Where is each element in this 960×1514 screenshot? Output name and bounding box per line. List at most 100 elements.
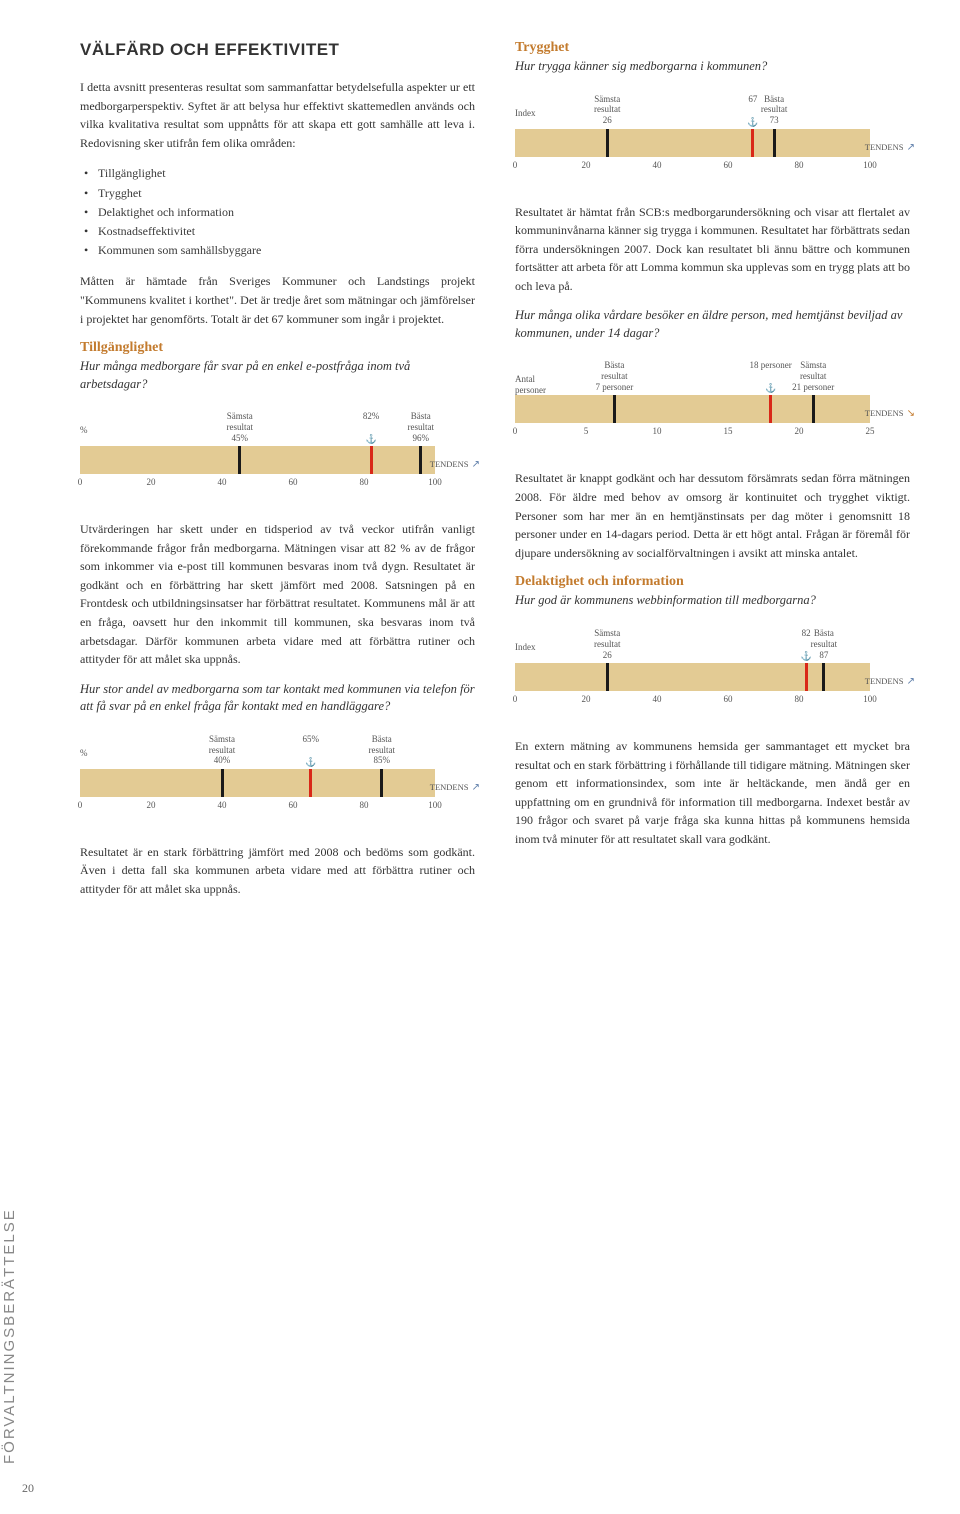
chart-marker: [380, 769, 383, 797]
chart-tick: 80: [360, 800, 369, 810]
chart-tick: 15: [724, 426, 733, 436]
chart-label: Bästaresultat73: [761, 94, 788, 126]
question: Hur god är kommunens webbinformation til…: [515, 592, 910, 610]
chart-telefon: %Sämstaresultat40%65%Bästaresultat85%⚓02…: [80, 734, 475, 829]
chart-top-labels: Bästaresultat7 personer 18 personerSämsta…: [515, 360, 870, 390]
chart-tick: 40: [218, 477, 227, 487]
chart-vardare: AntalpersonerBästaresultat7 personer18 p…: [515, 360, 910, 455]
chart-marker: [606, 129, 609, 157]
tendens-label: TENDENS ↘: [865, 408, 915, 419]
bullet-item: Tillgänglighet: [98, 164, 475, 183]
chart-marker: [606, 663, 609, 691]
chart-marker: [751, 129, 754, 157]
chart-tick: 0: [513, 160, 518, 170]
chart-label: Bästaresultat7 personer: [596, 360, 634, 392]
tendens-label: TENDENS ↗: [865, 676, 915, 687]
chart-bar: [515, 395, 870, 423]
chart-tick: 0: [78, 477, 83, 487]
chart-top-labels: Sämstaresultat26 67 Bästaresultat73: [515, 94, 870, 124]
chart-label: 65%: [303, 734, 320, 745]
chart-ticks: 020406080100: [80, 477, 435, 489]
chart-label: Bästaresultat85%: [369, 734, 396, 766]
chart-tick: 60: [724, 160, 733, 170]
section-heading-delaktighet: Delaktighet och information: [515, 574, 910, 590]
question: Hur trygga känner sig medborgarna i komm…: [515, 58, 910, 76]
chart-marker: [812, 395, 815, 423]
paragraph: Måtten är hämtade från Sveriges Kommuner…: [80, 272, 475, 328]
chart-bar: [80, 446, 435, 474]
chart-label: Sämstaresultat26: [594, 628, 621, 660]
chart-label: Sämstaresultat45%: [227, 411, 254, 443]
anchor-icon: ⚓: [801, 651, 812, 662]
chart-marker: [769, 395, 772, 423]
chart-tick: 80: [795, 160, 804, 170]
chart-tick: 40: [653, 160, 662, 170]
section-heading-tillganglighet: Tillgänglighet: [80, 340, 475, 356]
chart-tick: 0: [78, 800, 83, 810]
page-number: 20: [22, 1481, 34, 1496]
chart-tick: 100: [863, 160, 877, 170]
paragraph: Resultatet är knappt godkänt och har des…: [515, 469, 910, 562]
chart-marker: [309, 769, 312, 797]
chart-tick: 100: [428, 477, 442, 487]
chart-marker: [370, 446, 373, 474]
intro-paragraph: I detta avsnitt presenteras resultat som…: [80, 78, 475, 152]
chart-tick: 60: [289, 800, 298, 810]
bullet-list: Tillgänglighet Trygghet Delaktighet och …: [80, 164, 475, 260]
chart-ticks: 020406080100: [515, 694, 870, 706]
page-content: VÄLFÄRD OCH EFFEKTIVITET I detta avsnitt…: [0, 0, 960, 951]
chart-tick: 100: [863, 694, 877, 704]
chart-marker: [822, 663, 825, 691]
chart-label: Bästaresultat96%: [408, 411, 435, 443]
bullet-item: Trygghet: [98, 184, 475, 203]
paragraph: Resultatet är en stark förbättring jämfö…: [80, 843, 475, 899]
chart-tick: 20: [147, 800, 156, 810]
chart-marker: [773, 129, 776, 157]
paragraph: Utvärderingen har skett under en tidsper…: [80, 520, 475, 669]
chart-epost: %Sämstaresultat45%82%Bästaresultat96%⚓02…: [80, 411, 475, 506]
question: Hur många olika vårdare besöker en äldre…: [515, 307, 910, 342]
chart-marker: [221, 769, 224, 797]
chart-tick: 10: [653, 426, 662, 436]
chart-top-labels: Sämstaresultat2682Bästaresultat87: [515, 628, 870, 658]
chart-label: 67: [748, 94, 757, 105]
bullet-item: Kostnadseffektivitet: [98, 222, 475, 241]
anchor-icon: ⚓: [305, 757, 316, 768]
chart-ticks: 020406080100: [515, 160, 870, 172]
chart-bar: [515, 663, 870, 691]
chart-label: Sämstaresultat21 personer: [792, 360, 834, 392]
chart-bar: [515, 129, 870, 157]
anchor-icon: ⚓: [765, 383, 776, 394]
sidebar-vertical-label: FÖRVALTNINGSBERÄTTELSE: [1, 1208, 18, 1464]
chart-tick: 20: [147, 477, 156, 487]
chart-tick: 40: [653, 694, 662, 704]
question: Hur stor andel av medborgarna som tar ko…: [80, 681, 475, 716]
chart-label: Sämstaresultat40%: [209, 734, 236, 766]
chart-tick: 80: [795, 694, 804, 704]
tendens-label: TENDENS ↗: [430, 782, 480, 793]
chart-marker: [613, 395, 616, 423]
chart-label: 82%: [363, 411, 380, 422]
paragraph: Resultatet är hämtat från SCB:s medborga…: [515, 203, 910, 296]
right-column: Trygghet Hur trygga känner sig medborgar…: [515, 40, 910, 911]
chart-tick: 60: [724, 694, 733, 704]
chart-label: 18 personer: [749, 360, 791, 371]
chart-tick: 100: [428, 800, 442, 810]
anchor-icon: ⚓: [747, 117, 758, 128]
chart-tick: 0: [513, 426, 518, 436]
section-heading-trygghet: Trygghet: [515, 40, 910, 56]
chart-ticks: 0510152025: [515, 426, 870, 438]
chart-webb: IndexSämstaresultat2682Bästaresultat87⚓0…: [515, 628, 910, 723]
chart-top-labels: Sämstaresultat45% 82% Bästaresultat96%: [80, 411, 435, 441]
chart-tick: 25: [866, 426, 875, 436]
chart-label: Sämstaresultat26: [594, 94, 621, 126]
chart-marker: [805, 663, 808, 691]
chart-marker: [419, 446, 422, 474]
tendens-label: TENDENS ↗: [430, 459, 480, 470]
chart-trygghet: IndexSämstaresultat2667Bästaresultat73⚓0…: [515, 94, 910, 189]
question: Hur många medborgare får svar på en enke…: [80, 358, 475, 393]
chart-marker: [238, 446, 241, 474]
anchor-icon: ⚓: [366, 434, 377, 445]
chart-tick: 5: [584, 426, 589, 436]
chart-tick: 60: [289, 477, 298, 487]
